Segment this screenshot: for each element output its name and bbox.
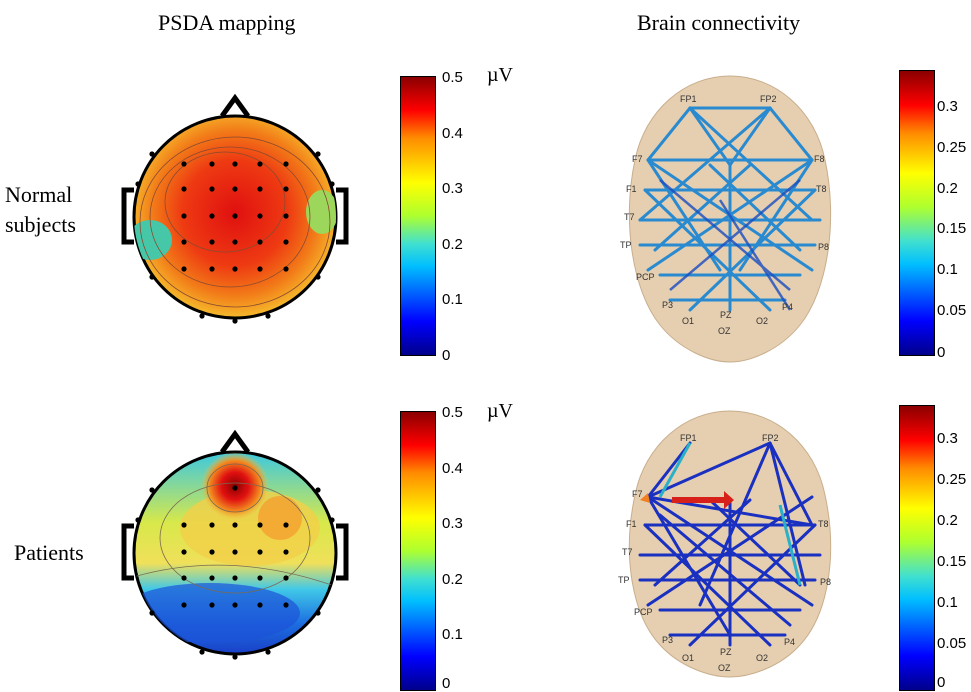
electrode-label: O2 — [756, 653, 768, 663]
row-label-patients: Patients — [14, 538, 84, 568]
electrode-label: PCP — [634, 607, 653, 617]
connectivity-map-normal: FP1 FP2 F7 F8 F1 T8 T7 P8 TP PCP P3 P4 O… — [620, 75, 832, 363]
tick-label: 0.4 — [442, 125, 463, 142]
left-ear-icon — [121, 187, 134, 245]
electrode-label: FP2 — [760, 94, 777, 104]
psda-map-patients — [121, 429, 349, 660]
tick-label: 0.1 — [442, 291, 463, 308]
tick-label: 0.25 — [937, 139, 967, 156]
nose-icon — [219, 93, 251, 118]
tick-label: 0 — [442, 347, 451, 364]
conn-colorbar-normal — [899, 70, 935, 356]
right-ear-icon — [336, 187, 349, 245]
electrode-label: PZ — [720, 647, 732, 657]
electrode-dots — [135, 151, 335, 324]
electrode-label: FP1 — [680, 433, 697, 443]
row-label-normal: Normal subjects — [5, 180, 76, 240]
electrode-label: T8 — [816, 184, 827, 194]
conn-colorbar-patients — [899, 405, 935, 691]
electrode-label: PCP — [636, 272, 655, 282]
tick-label: 0.5 — [442, 404, 463, 421]
right-ear-icon — [336, 523, 349, 581]
psda-map-normal — [121, 93, 349, 324]
electrode-label: F7 — [632, 154, 643, 164]
electrode-label: T8 — [818, 519, 829, 529]
tick-label: 0.3 — [442, 515, 463, 532]
tick-label: 0.2 — [937, 180, 958, 197]
tick-label: 0.1 — [937, 261, 958, 278]
nose-icon — [219, 429, 251, 454]
tick-label: 0.2 — [442, 236, 463, 253]
electrode-label: P4 — [784, 637, 795, 647]
row-label-normal-line1: Normal — [5, 182, 73, 207]
electrode-label: P3 — [662, 635, 673, 645]
tick-label: 0.2 — [937, 512, 958, 529]
electrode-label: F8 — [814, 154, 825, 164]
tick-label: 0.4 — [442, 460, 463, 477]
tick-label: 0.3 — [442, 180, 463, 197]
tick-label: 0.5 — [442, 69, 463, 86]
tick-label: 0.25 — [937, 471, 967, 488]
tick-label: 0.05 — [937, 302, 967, 319]
unit-label: µV — [487, 400, 513, 422]
row-label-normal-line2: subjects — [5, 212, 76, 237]
contour-lines — [134, 452, 336, 643]
tick-label: 0.1 — [442, 626, 463, 643]
electrode-label: F7 — [632, 489, 643, 499]
tick-label: 0.15 — [937, 220, 967, 237]
unit-label: µV — [487, 64, 513, 86]
electrode-label: T7 — [622, 547, 633, 557]
tick-label: 0 — [937, 344, 946, 361]
electrode-dots — [135, 485, 335, 660]
electrode-label: P3 — [662, 300, 673, 310]
electrode-label: FP2 — [762, 433, 779, 443]
electrode-label: P4 — [782, 302, 793, 312]
tick-label: 0.3 — [937, 430, 958, 447]
electrode-label: P8 — [818, 242, 829, 252]
electrode-label: F1 — [626, 184, 637, 194]
tick-label: 0 — [937, 674, 946, 691]
electrode-labels: FP1 FP2 F7 F8 F1 T8 T7 P8 TP PCP P3 P4 O… — [620, 94, 829, 336]
tick-label: 0.1 — [937, 594, 958, 611]
row-label-patients-line1: Patients — [14, 540, 84, 565]
tick-label: 0.15 — [937, 553, 967, 570]
tick-label: 0.05 — [937, 635, 967, 652]
strong-connection-arrow — [672, 491, 734, 509]
electrode-label: T7 — [624, 212, 635, 222]
electrode-label: TP — [620, 240, 632, 250]
brain-connectivity-title: Brain connectivity — [637, 10, 801, 35]
electrode-label: OZ — [718, 326, 731, 336]
electrode-label: F1 — [626, 519, 637, 529]
tick-label: 0 — [442, 675, 451, 692]
psda-mapping-title: PSDA mapping — [158, 10, 296, 35]
electrode-label: PZ — [720, 310, 732, 320]
psda-colorbar-normal — [400, 76, 436, 356]
tick-label: 0.3 — [937, 98, 958, 115]
electrode-label: OZ — [718, 663, 731, 673]
electrode-label: TP — [618, 575, 630, 585]
electrode-labels: FP1 FP2 F7 F1 T8 T7 P8 TP PCP P3 P4 O1 O… — [618, 433, 831, 673]
electrode-label: O1 — [682, 653, 694, 663]
electrode-label: O1 — [682, 316, 694, 326]
electrode-label: FP1 — [680, 94, 697, 104]
tick-label: 0.2 — [442, 571, 463, 588]
electrode-label: P8 — [820, 577, 831, 587]
connectivity-map-patients: FP1 FP2 F7 F1 T8 T7 P8 TP PCP P3 P4 O1 O… — [618, 410, 832, 678]
electrode-label: O2 — [756, 316, 768, 326]
psda-colorbar-patients — [400, 411, 436, 691]
left-ear-icon — [121, 523, 134, 581]
